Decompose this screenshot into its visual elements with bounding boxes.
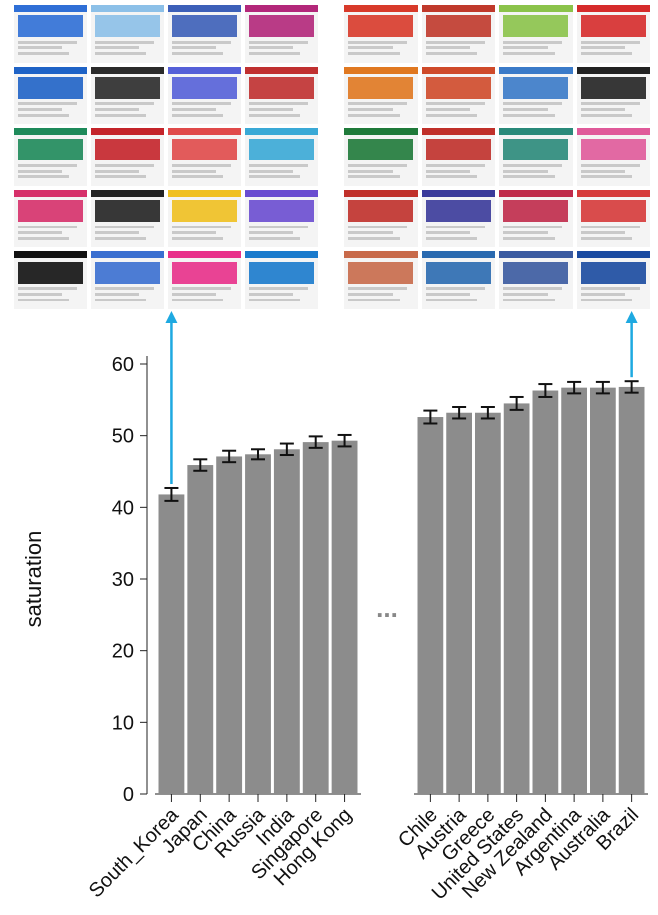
website-thumbnail bbox=[576, 189, 650, 248]
website-thumbnail bbox=[245, 66, 318, 125]
bar bbox=[273, 449, 300, 794]
thumbnail-grid-most-saturated bbox=[344, 5, 650, 309]
website-thumbnail bbox=[499, 128, 573, 186]
bar bbox=[417, 417, 444, 794]
website-thumbnail bbox=[421, 189, 495, 248]
website-thumbnail bbox=[168, 66, 241, 125]
website-thumbnail bbox=[344, 5, 418, 63]
bar bbox=[245, 454, 271, 794]
website-thumbnail bbox=[168, 5, 241, 63]
website-thumbnail bbox=[14, 5, 87, 63]
website-thumbnail bbox=[91, 189, 164, 248]
website-thumbnail bbox=[499, 251, 573, 309]
website-thumbnail bbox=[344, 189, 418, 248]
website-thumbnail bbox=[245, 5, 318, 63]
website-thumbnail bbox=[245, 128, 318, 186]
website-thumbnail bbox=[576, 5, 650, 63]
website-thumbnail bbox=[91, 128, 164, 186]
website-thumbnail bbox=[245, 189, 318, 248]
website-thumbnail bbox=[245, 251, 318, 309]
website-thumbnail bbox=[499, 189, 573, 248]
website-thumbnail bbox=[421, 251, 495, 309]
bar bbox=[475, 412, 501, 794]
y-axis-label: saturation bbox=[21, 531, 46, 628]
website-thumbnail bbox=[576, 251, 650, 309]
thumbnail-grid-least-saturated bbox=[14, 5, 318, 309]
website-thumbnail bbox=[14, 189, 87, 248]
website-thumbnail bbox=[499, 5, 573, 63]
website-thumbnail bbox=[576, 128, 650, 186]
website-thumbnail bbox=[14, 66, 87, 125]
website-thumbnail bbox=[168, 251, 241, 309]
y-tick-label: 20 bbox=[112, 641, 134, 663]
website-thumbnail bbox=[168, 128, 241, 186]
arrow-head bbox=[625, 311, 638, 323]
website-thumbnail bbox=[344, 128, 418, 186]
arrow-head bbox=[165, 311, 178, 323]
bar bbox=[561, 387, 587, 794]
website-thumbnail bbox=[344, 251, 418, 309]
website-thumbnail bbox=[576, 66, 650, 125]
website-thumbnail bbox=[91, 66, 164, 125]
bar bbox=[216, 456, 243, 794]
website-thumbnail bbox=[91, 251, 164, 309]
website-thumbnail bbox=[91, 5, 164, 63]
bar bbox=[503, 403, 530, 794]
website-thumbnail bbox=[14, 251, 87, 309]
y-tick-label: 30 bbox=[112, 569, 134, 591]
website-thumbnail bbox=[499, 66, 573, 125]
y-tick-label: 10 bbox=[112, 712, 134, 734]
website-thumbnail bbox=[421, 128, 495, 186]
website-thumbnail bbox=[421, 5, 495, 63]
bar bbox=[590, 387, 616, 794]
bar bbox=[158, 494, 185, 794]
bar bbox=[187, 465, 214, 794]
bar bbox=[446, 412, 472, 794]
gap-ellipsis: ... bbox=[376, 593, 398, 623]
bar bbox=[618, 386, 645, 794]
website-thumbnail bbox=[14, 128, 87, 186]
y-tick-label: 40 bbox=[112, 497, 134, 519]
website-thumbnail bbox=[344, 66, 418, 125]
bar bbox=[532, 390, 559, 794]
bar bbox=[331, 440, 358, 794]
y-tick-label: 60 bbox=[112, 354, 134, 376]
website-thumbnail bbox=[168, 189, 241, 248]
y-tick-label: 50 bbox=[112, 426, 134, 448]
y-tick-label: 0 bbox=[123, 784, 134, 806]
website-thumbnail bbox=[421, 66, 495, 125]
bar bbox=[302, 442, 329, 794]
